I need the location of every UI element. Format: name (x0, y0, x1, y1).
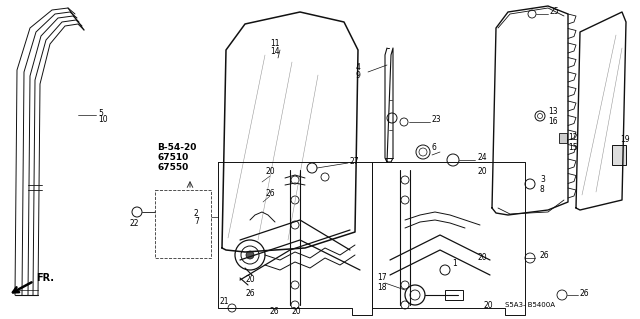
Text: S5A3- B5400A: S5A3- B5400A (505, 302, 555, 308)
Text: 18: 18 (377, 283, 387, 292)
Text: 15: 15 (568, 143, 578, 152)
Text: 26: 26 (540, 250, 550, 259)
Text: 20: 20 (265, 167, 275, 176)
Text: 19: 19 (620, 136, 630, 145)
Text: 9: 9 (356, 71, 361, 80)
Text: 5: 5 (98, 108, 103, 117)
Text: 24: 24 (477, 153, 486, 162)
Text: B-54-20: B-54-20 (157, 144, 196, 152)
Text: 20: 20 (478, 167, 488, 176)
Text: 67510: 67510 (157, 153, 188, 162)
Bar (559, 133, 567, 143)
Text: 13: 13 (548, 108, 557, 116)
Bar (445, 290, 463, 300)
Text: 23: 23 (432, 115, 442, 124)
Text: 20: 20 (478, 254, 488, 263)
Text: 20: 20 (483, 300, 493, 309)
Text: 27: 27 (350, 157, 360, 166)
Text: 4: 4 (356, 63, 361, 72)
Text: 22: 22 (130, 219, 140, 228)
Text: 14: 14 (270, 47, 280, 56)
Text: 26: 26 (580, 288, 589, 298)
Text: 26: 26 (270, 307, 280, 315)
Text: 20: 20 (292, 307, 301, 315)
Text: 17: 17 (377, 273, 387, 283)
Text: 21: 21 (220, 296, 230, 306)
Text: 6: 6 (432, 143, 437, 152)
Text: 25: 25 (550, 8, 559, 17)
Text: 26: 26 (245, 290, 255, 299)
Text: 67550: 67550 (157, 164, 188, 173)
Text: FR.: FR. (36, 273, 54, 283)
Bar (155, 190, 211, 258)
Bar (612, 145, 626, 165)
Text: 1: 1 (452, 258, 457, 268)
Text: 2: 2 (194, 209, 199, 218)
Circle shape (246, 251, 254, 259)
Text: 11: 11 (270, 39, 280, 48)
Text: 10: 10 (98, 115, 108, 124)
Text: 3: 3 (540, 175, 545, 184)
Text: 8: 8 (540, 184, 545, 194)
Text: 7: 7 (194, 217, 199, 226)
Text: 26: 26 (265, 189, 275, 197)
Text: 20: 20 (245, 276, 255, 285)
Text: 16: 16 (548, 116, 557, 125)
Text: 12: 12 (568, 133, 577, 143)
